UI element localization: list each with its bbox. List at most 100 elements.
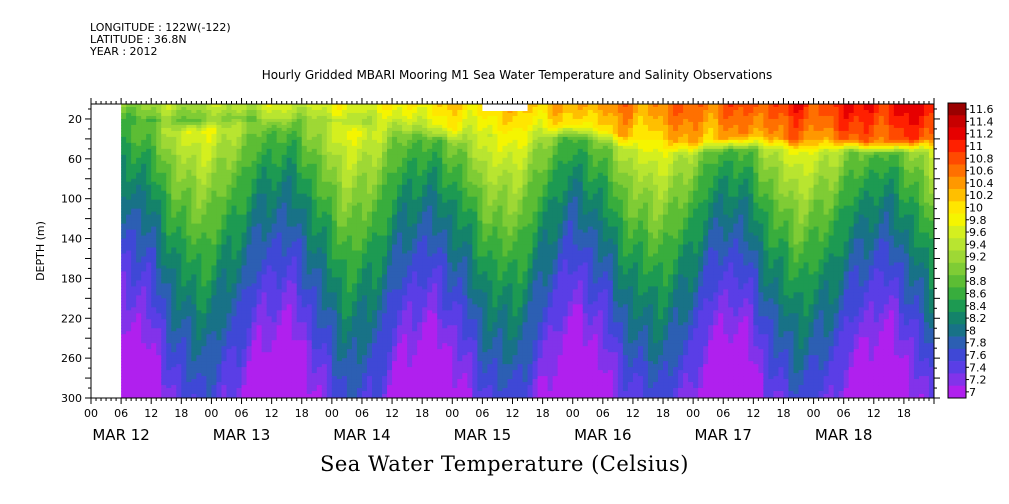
heatmap-cell bbox=[136, 280, 142, 284]
heatmap-cell bbox=[211, 118, 218, 123]
heatmap-cell bbox=[331, 352, 338, 356]
heatmap-cell bbox=[246, 178, 253, 183]
heatmap-cell bbox=[241, 151, 248, 156]
heatmap-cell bbox=[146, 376, 152, 380]
heatmap-cell bbox=[336, 316, 343, 320]
heatmap-cell bbox=[281, 337, 288, 341]
heatmap-cell bbox=[321, 151, 328, 156]
heatmap-cell bbox=[276, 133, 283, 138]
heatmap-cell bbox=[131, 310, 137, 314]
heatmap-cell bbox=[226, 295, 233, 299]
heatmap-cell bbox=[211, 157, 218, 162]
heatmap-cell bbox=[341, 169, 348, 174]
heatmap-cell bbox=[331, 343, 338, 347]
heatmap-cell bbox=[341, 193, 348, 198]
heatmap-cell bbox=[136, 295, 142, 299]
heatmap-cell bbox=[226, 349, 233, 353]
heatmap-cell bbox=[121, 142, 127, 147]
heatmap-cell bbox=[246, 169, 253, 174]
heatmap-cell bbox=[291, 112, 298, 117]
heatmap-cell bbox=[181, 151, 187, 156]
heatmap-cell bbox=[306, 229, 313, 234]
heatmap-cell bbox=[206, 196, 213, 201]
heatmap-cell bbox=[151, 169, 157, 174]
heatmap-cell bbox=[181, 115, 187, 120]
heatmap-cell bbox=[336, 304, 343, 308]
heatmap-cell bbox=[286, 295, 293, 299]
heatmap-cell bbox=[166, 133, 172, 138]
heatmap-cell bbox=[141, 304, 147, 308]
heatmap-cell bbox=[311, 214, 318, 219]
heatmap-cell bbox=[331, 151, 338, 156]
heatmap-cell bbox=[221, 373, 228, 377]
heatmap-cell bbox=[171, 334, 177, 338]
heatmap-cell bbox=[196, 331, 202, 335]
heatmap-cell bbox=[331, 211, 338, 216]
heatmap-cell bbox=[136, 271, 142, 276]
heatmap-cell bbox=[121, 367, 127, 371]
heatmap-cell bbox=[181, 331, 187, 335]
heatmap-cell bbox=[372, 127, 378, 132]
heatmap-cell bbox=[316, 157, 323, 162]
heatmap-cell bbox=[191, 169, 197, 174]
heatmap-cell bbox=[146, 352, 152, 356]
heatmap-cell bbox=[156, 247, 162, 252]
heatmap-cell bbox=[161, 136, 167, 141]
chart-title: Hourly Gridded MBARI Mooring M1 Sea Wate… bbox=[261, 68, 773, 82]
heatmap-cell bbox=[216, 217, 223, 222]
heatmap-cell bbox=[356, 175, 363, 180]
heatmap-cell bbox=[361, 241, 368, 246]
heatmap-cell bbox=[351, 202, 358, 207]
heatmap-cell bbox=[131, 127, 137, 132]
heatmap-cell bbox=[311, 325, 318, 329]
heatmap-cell bbox=[261, 331, 268, 335]
heatmap-cell bbox=[351, 352, 358, 356]
heatmap-cell bbox=[351, 178, 358, 183]
heatmap-cell bbox=[336, 250, 343, 255]
heatmap-cell bbox=[226, 391, 233, 395]
heatmap-cell bbox=[176, 313, 182, 317]
heatmap-cell bbox=[286, 115, 293, 120]
heatmap-cell bbox=[196, 124, 202, 129]
heatmap-cell bbox=[221, 319, 228, 323]
heatmap-cell bbox=[256, 166, 263, 171]
heatmap-cell bbox=[226, 355, 233, 359]
heatmap-cell bbox=[331, 313, 338, 317]
heatmap-cell bbox=[346, 352, 353, 356]
heatmap-cell bbox=[181, 364, 187, 368]
heatmap-cell bbox=[156, 244, 162, 249]
heatmap-cell bbox=[346, 307, 353, 311]
heatmap-cell bbox=[156, 154, 162, 159]
heatmap-cell bbox=[191, 364, 197, 368]
heatmap-cell bbox=[366, 169, 373, 174]
heatmap-cell bbox=[241, 139, 248, 144]
heatmap-cell bbox=[361, 193, 368, 198]
heatmap-cell bbox=[321, 253, 328, 258]
heatmap-cell bbox=[316, 334, 323, 338]
heatmap-cell bbox=[221, 256, 228, 261]
heatmap-cell bbox=[141, 109, 147, 114]
heatmap-cell bbox=[321, 154, 328, 159]
heatmap-cell bbox=[156, 205, 162, 210]
heatmap-cell bbox=[156, 124, 162, 129]
heatmap-cell bbox=[146, 223, 152, 228]
heatmap-cell bbox=[291, 148, 298, 153]
heatmap-cell bbox=[141, 355, 147, 359]
heatmap-cell bbox=[246, 376, 253, 380]
heatmap-cell bbox=[341, 235, 348, 240]
heatmap-cell bbox=[331, 256, 338, 261]
heatmap-cell bbox=[291, 217, 298, 222]
heatmap-cell bbox=[311, 160, 318, 165]
heatmap-cell bbox=[286, 154, 293, 159]
heatmap-cell bbox=[311, 355, 318, 359]
heatmap-cell bbox=[241, 166, 248, 171]
heatmap-cell bbox=[261, 190, 268, 195]
heatmap-cell bbox=[141, 154, 147, 159]
heatmap-cell bbox=[246, 277, 253, 281]
heatmap-cell bbox=[211, 169, 218, 174]
heatmap-cell bbox=[341, 382, 348, 386]
heatmap-cell bbox=[321, 130, 328, 135]
heatmap-cell bbox=[226, 118, 233, 123]
heatmap-cell bbox=[336, 328, 343, 332]
heatmap-cell bbox=[281, 322, 288, 326]
